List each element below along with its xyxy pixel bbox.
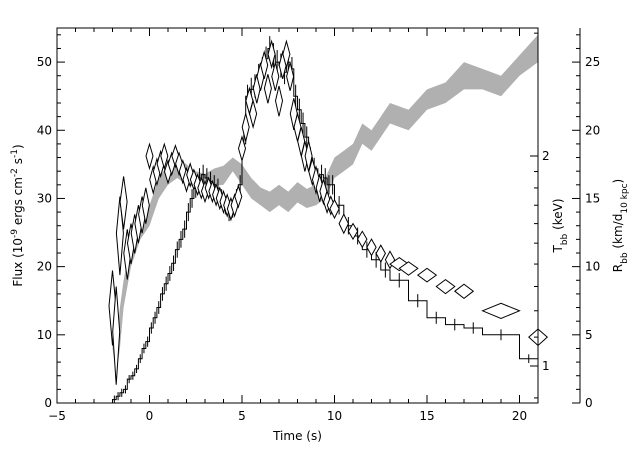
ylabel-T-sub: bb xyxy=(560,233,570,245)
y-left-tick-label: 50 xyxy=(37,55,52,69)
temperature-diamond xyxy=(237,135,247,163)
y-left-tick-label: 20 xyxy=(37,260,52,274)
temperature-diamonds-layer xyxy=(108,39,549,385)
temperature-diamond xyxy=(234,184,243,209)
temperature-diamond xyxy=(160,142,169,171)
temperature-diamond xyxy=(435,278,456,295)
temperature-diamond xyxy=(260,49,269,80)
y-left-tick-label: 0 xyxy=(44,396,52,410)
temperature-diamond xyxy=(241,111,250,142)
temperature-diamond xyxy=(329,198,340,220)
temperature-diamond xyxy=(286,62,295,91)
y-right-radius-tick-label: 15 xyxy=(585,191,600,205)
y-right-radius-tick-label: 5 xyxy=(585,328,593,342)
y-left-tick-label: 30 xyxy=(37,191,52,205)
temperature-diamond xyxy=(398,261,419,276)
ylabel-R-sub1: bb xyxy=(620,252,630,264)
ylabel-left-mid2: s xyxy=(11,158,25,168)
temperature-diamond xyxy=(416,267,438,283)
x-axis-ticks: −5 0 5 10 15 20 xyxy=(48,28,539,423)
x-tick-label: 0 xyxy=(146,409,154,423)
x-tick-label: 15 xyxy=(419,409,434,423)
ylabel-left-sup2: -2 xyxy=(10,168,20,177)
x-axis-title: Time (s) xyxy=(272,429,322,443)
ylabel-R-mid: (km/d xyxy=(611,214,625,253)
y-right-radius-tick-label: 10 xyxy=(585,260,600,274)
ylabel-R-main: R xyxy=(611,264,625,272)
y-left-axis-ticks: 0 10 20 30 40 50 xyxy=(37,34,65,410)
temperature-diamond xyxy=(112,286,121,385)
temperature-diamond xyxy=(119,176,128,230)
y-right-temperature-axis-ticks: 12 xyxy=(530,32,550,399)
temperature-diamond xyxy=(375,244,386,263)
temperature-diamond xyxy=(263,74,272,104)
temperature-diamond xyxy=(453,283,475,300)
y-right-radius-axis-title: Rbb (km/d10 kpc) xyxy=(611,179,630,272)
y-right-radius-axis-ticks: 0 5 10 15 20 25 xyxy=(572,34,600,410)
ylabel-left-sup1: -9 xyxy=(10,229,20,238)
ylabel-left-sup3: -1 xyxy=(10,149,20,158)
ylabel-T-end: (keV) xyxy=(551,198,565,233)
ylabel-T-main: T xyxy=(551,245,565,254)
y-left-tick-label: 10 xyxy=(37,328,52,342)
temperature-diamond xyxy=(141,187,150,224)
temperature-diamond xyxy=(274,85,284,117)
temperature-diamond xyxy=(366,238,377,257)
temperature-diamond xyxy=(145,142,154,171)
ylabel-R-sub2: 10 kpc xyxy=(620,183,630,213)
y-right-temperature-axis-title: Tbb (keV) xyxy=(551,198,570,253)
y-right-radius-tick-label: 0 xyxy=(585,396,593,410)
x-tick-label: 5 xyxy=(238,409,246,423)
temperature-diamond xyxy=(267,39,276,70)
temperature-diamond xyxy=(282,39,291,70)
x-tick-label: 10 xyxy=(327,409,342,423)
temperature-diamond xyxy=(338,213,349,235)
ylabel-left-main: Flux (10 xyxy=(11,238,25,287)
temperature-diamond xyxy=(481,302,521,319)
x-tick-label: 20 xyxy=(512,409,527,423)
y-right-temperature-tick-label: 1 xyxy=(542,359,550,373)
temperature-diamond xyxy=(384,250,396,270)
ylabel-R-end: ) xyxy=(611,179,625,184)
ylabel-left-end: ) xyxy=(11,144,25,149)
temperature-diamond xyxy=(347,222,359,241)
y-right-temperature-tick-label: 2 xyxy=(542,149,550,163)
y-left-tick-label: 40 xyxy=(37,123,52,137)
y-right-radius-tick-label: 25 xyxy=(585,55,600,69)
y-right-radius-tick-label: 20 xyxy=(585,123,600,137)
ylabel-left-mid1: ergs cm xyxy=(11,177,25,229)
y-left-axis-title: Flux (10-9 ergs cm-2 s-1) xyxy=(10,144,25,286)
temperature-diamond xyxy=(304,141,313,172)
temperature-diamond xyxy=(271,62,280,91)
temperature-diamond xyxy=(357,230,368,249)
temperature-diamond xyxy=(249,98,258,130)
x-tick-label: −5 xyxy=(48,409,66,423)
